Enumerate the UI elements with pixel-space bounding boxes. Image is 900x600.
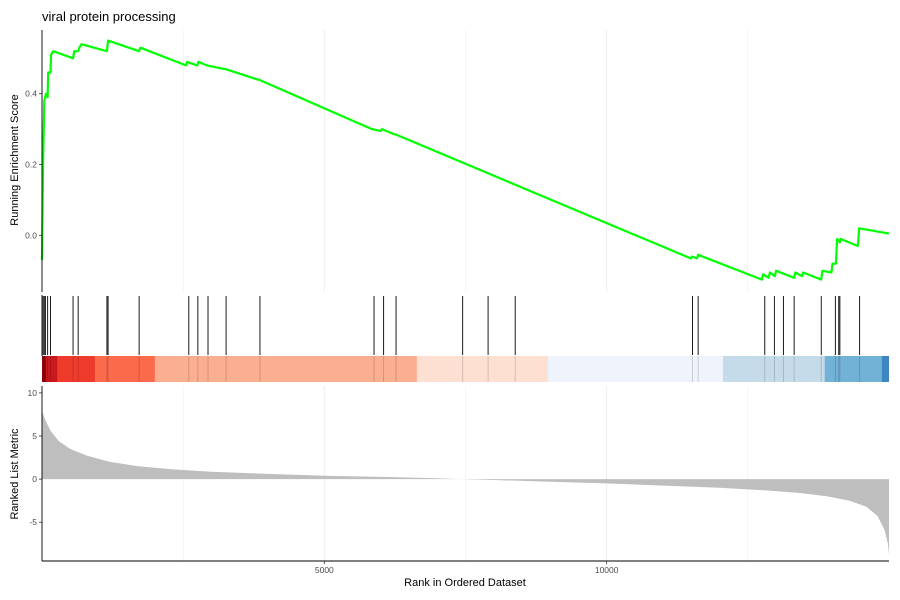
gene-hit-markers	[42, 296, 861, 355]
color-bar-segment	[42, 356, 46, 382]
color-bar-segment	[547, 356, 723, 382]
ranked-metric-area	[42, 411, 889, 555]
enrichment-y-axis-title: Running Enrichment Score	[9, 94, 21, 225]
ranked-metric-y-tick-label: -5	[29, 517, 37, 527]
color-bar-segment	[154, 356, 417, 382]
ranked-metric-y-tick-label: 0	[32, 474, 37, 484]
chart-title: viral protein processing	[42, 9, 176, 24]
enrichment-grid	[182, 30, 749, 292]
x-axis-ticks: 5000 10000	[315, 561, 619, 575]
color-bar-segment	[95, 356, 155, 382]
enrichment-y-ticks: 0.0 0.2 0.4	[25, 89, 42, 240]
color-bar-segment	[824, 356, 882, 382]
enrichment-y-tick-label: 0.0	[25, 230, 37, 240]
color-bar-segment	[416, 356, 548, 382]
x-axis-title: Rank in Ordered Dataset	[404, 577, 526, 589]
enrichment-score-panel: 0.0 0.2 0.4 Running Enrichment Score	[9, 30, 890, 292]
color-bar-segment	[57, 356, 96, 382]
color-bar-segment	[722, 356, 825, 382]
x-tick-label: 5000	[315, 565, 334, 575]
enrichment-y-tick-label: 0.4	[25, 89, 37, 99]
ranked-metric-y-ticks: -5 0 5 10	[28, 388, 42, 527]
ranked-metric-grid	[182, 386, 749, 561]
x-tick-label: 10000	[595, 565, 619, 575]
enrichment-y-tick-label: 0.2	[25, 160, 37, 170]
ranked-metric-y-tick-label: 5	[32, 431, 37, 441]
color-bar-segment	[45, 356, 58, 382]
running-enrichment-score-line	[40, 39, 890, 281]
color-bar-segment	[881, 356, 889, 382]
ranked-metric-y-tick-label: 10	[28, 388, 38, 398]
ranked-metric-panel: -5 0 5 10 Ranked List Metric	[9, 386, 889, 562]
rank-color-bar	[42, 356, 889, 382]
ranked-metric-y-axis-title: Ranked List Metric	[9, 428, 21, 520]
